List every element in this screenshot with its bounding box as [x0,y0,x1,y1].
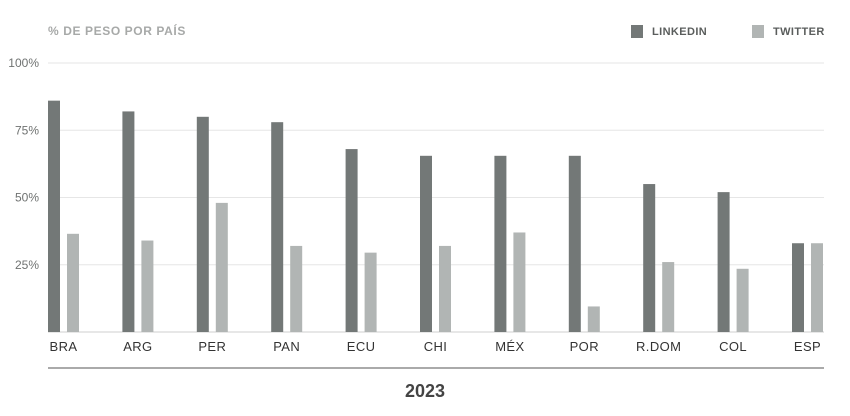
x-tick-label: ESP [794,339,821,354]
bar-linkedin-arg [122,111,135,332]
bar-linkedin-pan [271,122,284,333]
x-tick-label: R.DOM [636,339,681,354]
gridlines [48,62,824,266]
x-tick-label: ECU [347,339,376,354]
bar-linkedin-ecu [345,149,358,332]
y-tick-label: 100% [8,56,39,70]
y-tick-label: 75% [15,123,39,137]
bar-twitter-col [736,268,749,332]
legend-label-linkedin: LINKEDIN [652,26,707,38]
x-tick-label: COL [719,339,747,354]
chart-title: % DE PESO POR PAÍS [48,23,186,38]
bar-linkedin-col [717,192,730,332]
legend-label-twitter: TWITTER [773,26,825,38]
bar-twitter-pan [290,245,303,332]
bar-twitter-arg [141,240,154,332]
bars [48,100,823,333]
year-label: 2023 [405,381,445,401]
bar-twitter-chi [439,245,451,332]
x-tick-label: POR [570,339,599,354]
bar-twitter-per [215,202,228,332]
y-tick-label: 25% [15,258,39,272]
bar-linkedin-por [568,155,581,332]
bar-twitter-bra [67,233,79,332]
bar-linkedin-chi [420,155,432,332]
bar-twitter-r.dom [662,262,675,332]
x-tick-label: ARG [123,339,152,354]
legend-swatch-linkedin [631,25,643,38]
bar-linkedin-esp [792,243,804,332]
legend: LINKEDIN TWITTER [631,25,825,38]
legend-swatch-twitter [752,25,764,38]
x-tick-label: PER [198,339,226,354]
bar-twitter-ecu [364,252,377,332]
bar-linkedin-per [196,116,209,332]
bar-twitter-esp [811,243,823,332]
x-axis: BRA ARG PER PAN ECU CHI MÉX POR R.DOM COL ESP [50,339,821,354]
y-axis: 25% 50% 75% 100% [8,56,824,333]
x-tick-label: BRA [50,339,78,354]
y-tick-label: 50% [15,191,39,205]
bar-twitter-méx [513,232,526,332]
bar-linkedin-méx [494,155,507,332]
bar-twitter-por [587,306,600,332]
bar-linkedin-r.dom [643,184,656,332]
x-tick-label: PAN [273,339,300,354]
x-tick-label: MÉX [495,339,524,354]
bar-linkedin-bra [48,100,60,332]
x-tick-label: CHI [424,339,448,354]
